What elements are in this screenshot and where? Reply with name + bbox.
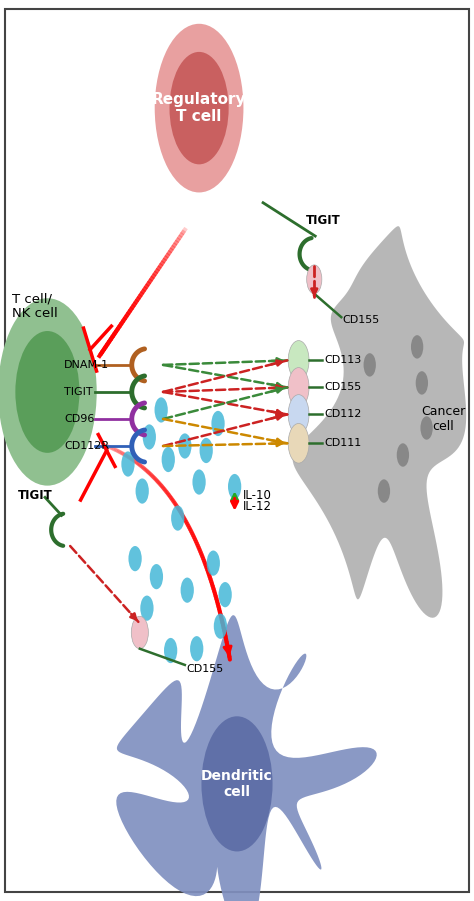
Circle shape xyxy=(192,469,206,495)
Circle shape xyxy=(378,479,390,503)
Text: T cell/
NK cell: T cell/ NK cell xyxy=(12,292,58,321)
Circle shape xyxy=(288,395,309,434)
Text: CD155: CD155 xyxy=(325,382,362,393)
Text: IL-10: IL-10 xyxy=(243,489,272,502)
Text: CD112R: CD112R xyxy=(64,441,109,451)
Text: IL-12: IL-12 xyxy=(243,500,272,513)
Circle shape xyxy=(155,23,244,193)
Circle shape xyxy=(171,505,184,531)
Polygon shape xyxy=(116,615,377,901)
Circle shape xyxy=(207,551,220,576)
Circle shape xyxy=(201,716,273,851)
Circle shape xyxy=(170,52,228,164)
Circle shape xyxy=(143,424,156,450)
Circle shape xyxy=(211,411,225,436)
Circle shape xyxy=(128,546,142,571)
Circle shape xyxy=(397,443,409,467)
Text: Cancer
cell: Cancer cell xyxy=(421,405,465,433)
Text: CD111: CD111 xyxy=(325,438,362,449)
Circle shape xyxy=(411,335,423,359)
Circle shape xyxy=(164,638,177,663)
Text: CD96: CD96 xyxy=(64,414,94,424)
Circle shape xyxy=(200,438,213,463)
Circle shape xyxy=(288,341,309,380)
Circle shape xyxy=(131,616,148,649)
Circle shape xyxy=(121,451,135,477)
Circle shape xyxy=(0,298,97,486)
Circle shape xyxy=(140,596,154,621)
Circle shape xyxy=(288,423,309,463)
Text: Dendritic
cell: Dendritic cell xyxy=(201,769,273,799)
Circle shape xyxy=(219,582,232,607)
Text: Regulatory
T cell: Regulatory T cell xyxy=(152,92,246,124)
Circle shape xyxy=(307,265,322,294)
Text: TIGIT: TIGIT xyxy=(306,214,340,227)
Circle shape xyxy=(416,371,428,395)
Text: CD113: CD113 xyxy=(325,355,362,366)
Text: TIGIT: TIGIT xyxy=(64,387,92,397)
Polygon shape xyxy=(292,226,466,618)
Text: CD112: CD112 xyxy=(325,409,362,420)
Text: CD155: CD155 xyxy=(186,664,224,675)
Circle shape xyxy=(190,636,203,661)
Text: DNAM-1: DNAM-1 xyxy=(64,359,109,370)
Text: TIGIT: TIGIT xyxy=(18,489,53,502)
Circle shape xyxy=(136,478,149,504)
Circle shape xyxy=(181,578,194,603)
Circle shape xyxy=(420,416,433,440)
Circle shape xyxy=(155,397,168,423)
Circle shape xyxy=(162,447,175,472)
Circle shape xyxy=(228,474,241,499)
Circle shape xyxy=(15,331,80,453)
Circle shape xyxy=(214,614,227,639)
Circle shape xyxy=(288,368,309,407)
Circle shape xyxy=(178,433,191,459)
Text: CD155: CD155 xyxy=(342,314,380,325)
Circle shape xyxy=(150,564,163,589)
Circle shape xyxy=(364,353,376,377)
